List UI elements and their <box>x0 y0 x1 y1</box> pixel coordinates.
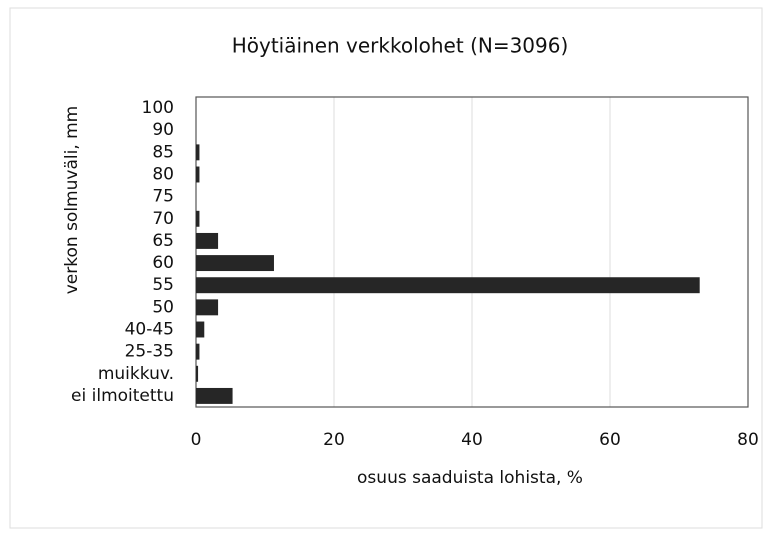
y-tick-label: 65 <box>152 231 174 251</box>
bar <box>196 144 200 161</box>
bar <box>196 365 199 382</box>
y-tick-label: 90 <box>152 120 174 140</box>
bar <box>196 321 205 338</box>
frame <box>9 7 763 529</box>
x-tick-label: 80 <box>737 430 759 450</box>
bar <box>196 387 233 404</box>
y-tick-label: 60 <box>152 253 174 273</box>
y-tick-label: ei ilmoitettu <box>71 386 174 406</box>
y-axis-label: verkon solmuväli, mm <box>62 106 82 295</box>
y-tick-label: 25-35 <box>125 342 174 362</box>
bar <box>196 277 700 294</box>
y-tick-label: muikkuv. <box>98 364 174 384</box>
y-tick-label: 75 <box>152 187 174 207</box>
chart-title: Höytiäinen verkkolohet (N=3096) <box>232 34 569 58</box>
y-tick-label: 40-45 <box>125 320 174 340</box>
x-tick-label: 20 <box>323 430 345 450</box>
bar <box>196 232 219 249</box>
y-tick-label: 80 <box>152 165 174 185</box>
x-tick-label: 40 <box>461 430 483 450</box>
y-tick-label: 50 <box>152 297 174 317</box>
y-tick-label: 70 <box>152 209 174 229</box>
x-tick-label: 0 <box>191 430 202 450</box>
bar <box>196 166 200 183</box>
y-tick-label: 85 <box>152 142 174 162</box>
y-tick-label: 55 <box>152 275 174 295</box>
y-tick-label: 100 <box>142 98 174 118</box>
plot-frame <box>195 96 749 408</box>
bar <box>196 210 200 227</box>
bar <box>196 343 200 360</box>
bar <box>196 299 219 316</box>
bar <box>196 255 274 272</box>
x-tick-label: 60 <box>599 430 621 450</box>
x-axis-label: osuus saaduista lohista, % <box>357 468 583 488</box>
